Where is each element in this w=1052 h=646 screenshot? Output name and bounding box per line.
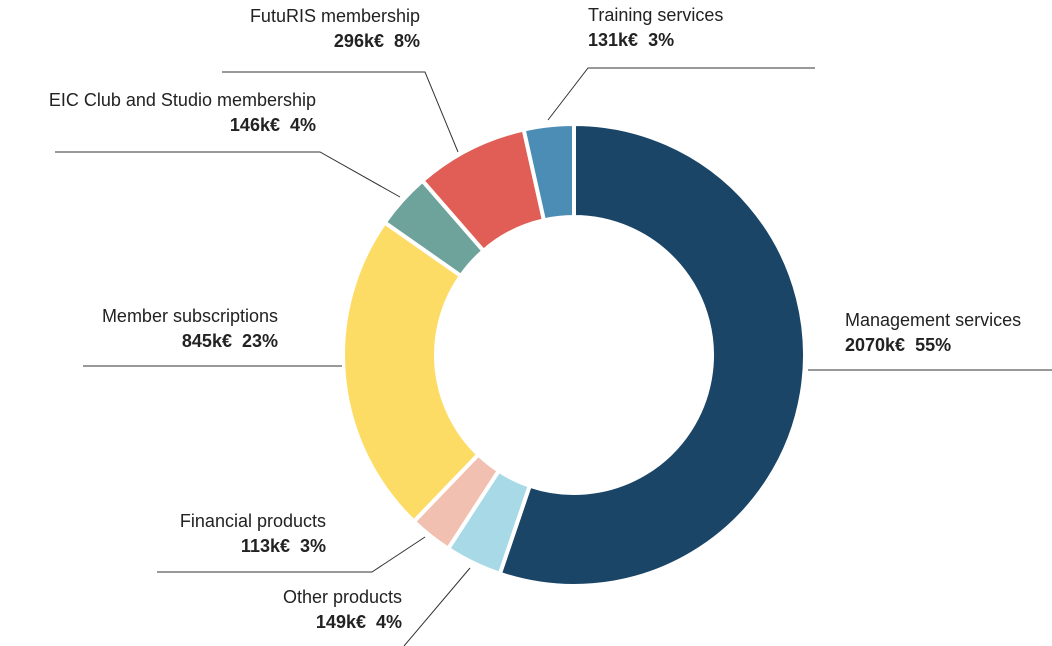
leader-line	[403, 567, 471, 646]
percent-label: 23%	[242, 331, 278, 351]
leader-line	[547, 67, 815, 121]
slice-label: Member subscriptions	[102, 306, 278, 326]
slice-label: Training services	[588, 5, 723, 25]
percent-label: 8%	[394, 31, 420, 51]
slice-value: 113k€ 3%	[241, 536, 326, 556]
slice-value: 2070k€ 55%	[845, 335, 951, 355]
value-label: 113k€	[241, 536, 290, 556]
value-label: 2070k€	[845, 335, 905, 355]
slice-label: Management services	[845, 310, 1021, 330]
slice-value: 296k€ 8%	[334, 31, 420, 51]
percent-label: 3%	[648, 30, 674, 50]
value-label: 131k€	[588, 30, 638, 50]
slice-label: Other products	[283, 587, 402, 607]
slice	[341, 219, 482, 525]
slice	[497, 121, 807, 588]
leader-line	[222, 71, 459, 153]
percent-label: 55%	[915, 335, 951, 355]
slice-label: EIC Club and Studio membership	[49, 90, 316, 110]
slice-label: FutuRIS membership	[250, 6, 420, 26]
value-label: 146k€	[230, 115, 280, 135]
leader-line	[157, 536, 426, 573]
percent-label: 3%	[300, 536, 326, 556]
slice-value: 146k€ 4%	[230, 115, 316, 135]
value-label: 149k€	[316, 612, 366, 632]
slice-value: 131k€ 3%	[588, 30, 674, 50]
value-label: 845k€	[182, 331, 232, 351]
percent-label: 4%	[376, 612, 402, 632]
slice	[521, 121, 576, 223]
slice-value: 845k€ 23%	[182, 331, 278, 351]
leader-line	[55, 151, 401, 198]
percent-label: 4%	[290, 115, 316, 135]
slice-value: 149k€ 4%	[316, 612, 402, 632]
slice-label: Financial products	[180, 511, 326, 531]
value-label: 296k€	[334, 31, 384, 51]
